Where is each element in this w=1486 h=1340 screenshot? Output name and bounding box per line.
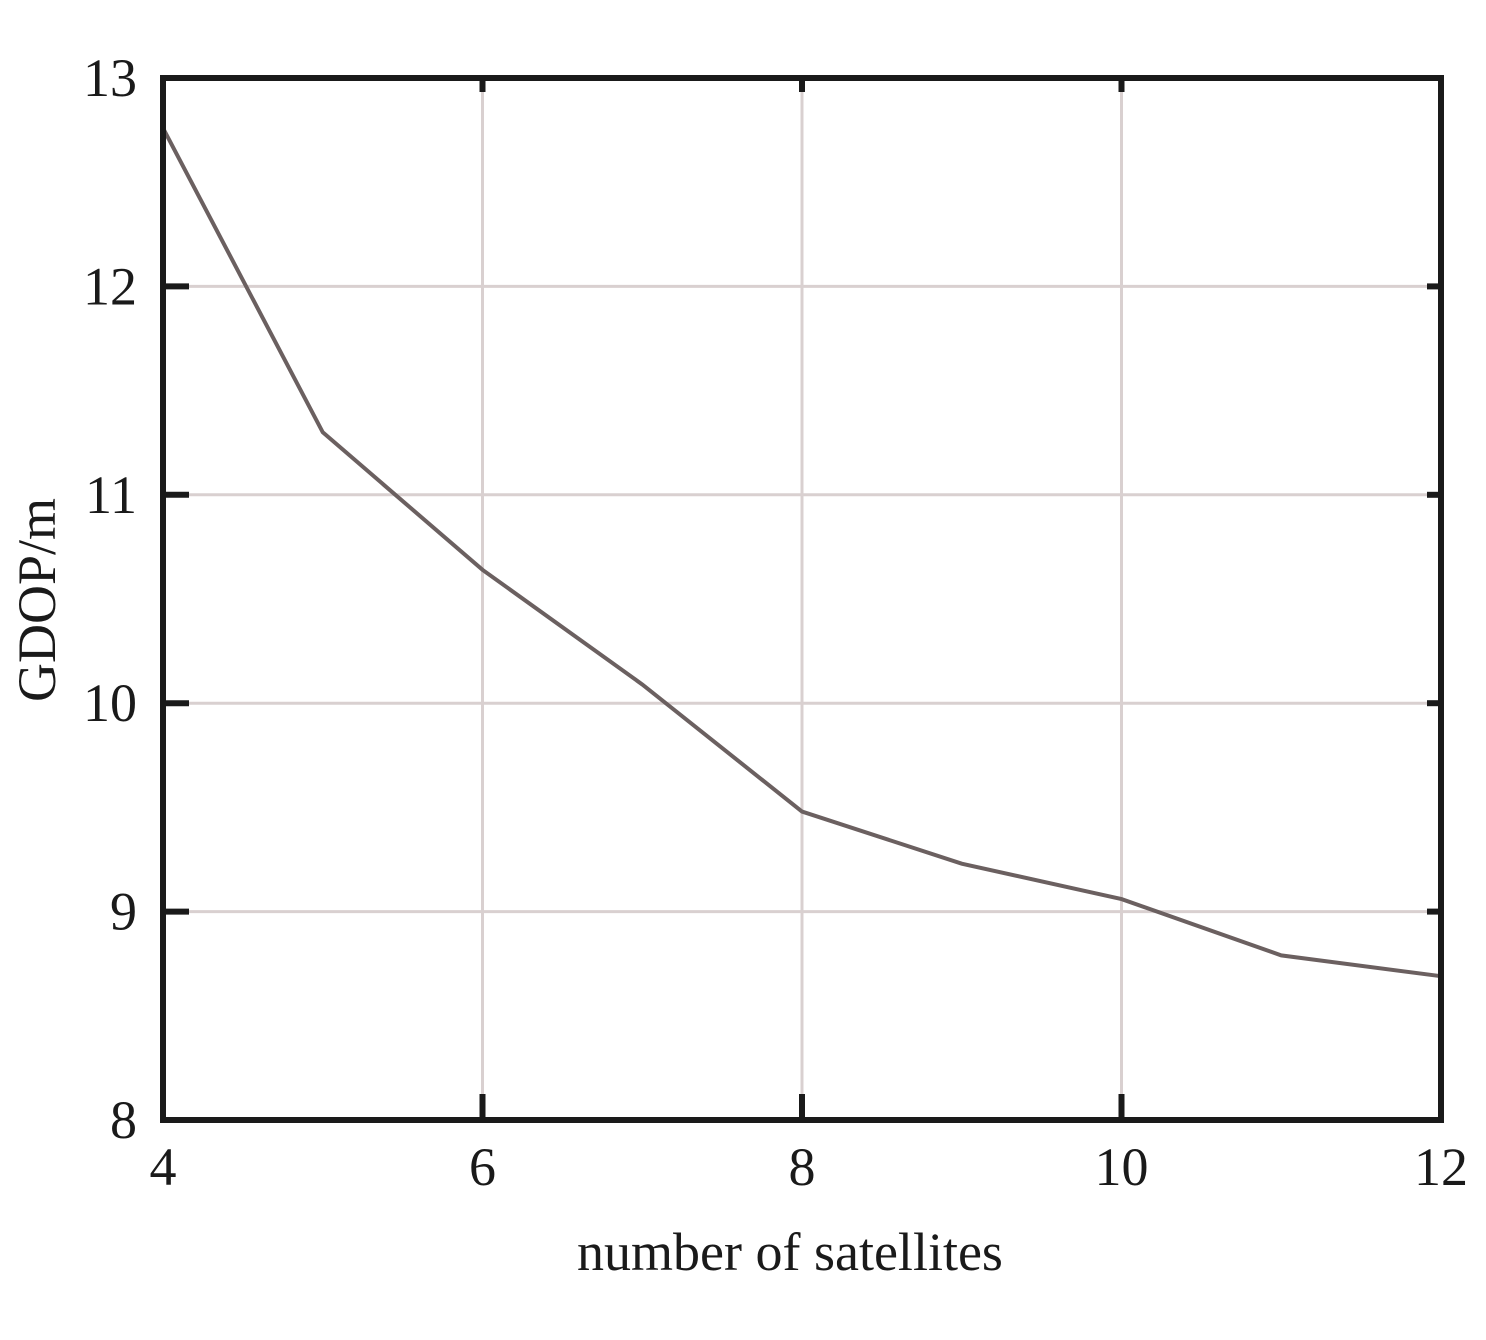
data-line xyxy=(161,127,1442,979)
x-tick-label: 12 xyxy=(1414,1137,1468,1197)
y-axis-label: GDOP/m xyxy=(7,498,67,702)
y-tick-label: 9 xyxy=(110,882,137,942)
y-tick-label: 10 xyxy=(83,673,137,733)
x-axis-label: number of satellites xyxy=(577,1222,1003,1282)
x-tick-label: 6 xyxy=(469,1137,496,1197)
x-tick-label: 4 xyxy=(150,1137,177,1197)
y-tick-label: 12 xyxy=(83,256,137,316)
y-tick-label: 13 xyxy=(83,48,137,108)
x-tick-label: 10 xyxy=(1095,1137,1149,1197)
plot-frame xyxy=(160,75,1444,1123)
y-tick-label: 11 xyxy=(85,465,137,525)
y-tick-label: 8 xyxy=(110,1090,137,1150)
x-tick-label: 8 xyxy=(789,1137,816,1197)
